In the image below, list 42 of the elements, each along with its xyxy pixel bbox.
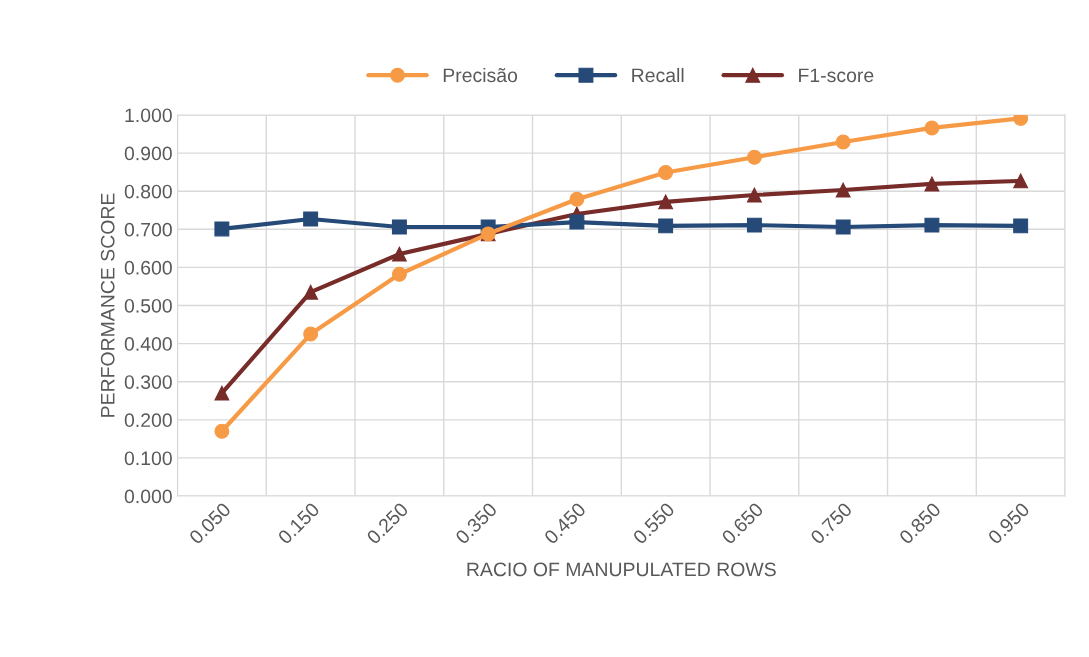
point: [1013, 173, 1029, 189]
point: [835, 134, 851, 150]
y-tick-label: 0.000: [124, 489, 172, 504]
point: [214, 385, 230, 401]
point: [924, 176, 940, 192]
point: [835, 219, 851, 235]
y-tick-label: 0.800: [124, 184, 172, 199]
point: [1013, 218, 1029, 234]
point: [746, 217, 762, 233]
y-tick-label: 0.100: [124, 451, 172, 466]
point: [658, 218, 674, 234]
y-tick-label: 0.300: [124, 375, 172, 389]
point: [303, 326, 319, 342]
point: [658, 165, 674, 180]
y-tick-label: 0.900: [124, 146, 172, 161]
point: [569, 191, 585, 207]
point: [214, 221, 230, 237]
point: [835, 182, 851, 198]
point: [391, 219, 407, 235]
point: [924, 217, 940, 233]
x-axis-title: RACIO OF MANUPULATED ROWS: [467, 562, 776, 577]
legend-label: Recall: [632, 67, 684, 83]
point: [391, 266, 407, 282]
y-tick-label: 0.400: [124, 337, 172, 351]
point: [391, 246, 407, 262]
legend-label: F1-score: [799, 68, 874, 83]
point: [569, 214, 585, 230]
point: [658, 194, 674, 210]
y-tick-label: 0.700: [124, 222, 172, 237]
y-axis-title: PERFORMANCE SCORE: [100, 193, 115, 417]
point: [746, 149, 762, 165]
y-tick-label: 0.500: [124, 298, 172, 313]
point: [1013, 114, 1029, 126]
y-tick-label: 0.600: [124, 260, 172, 275]
y-tick-label: 0.200: [124, 413, 172, 428]
point: [924, 120, 940, 136]
point: [303, 284, 319, 300]
y-tick-label: 1.000: [125, 108, 172, 123]
point: [214, 423, 230, 439]
point: [746, 187, 762, 203]
legend-label: Precisão: [443, 67, 518, 83]
point: [303, 211, 319, 227]
